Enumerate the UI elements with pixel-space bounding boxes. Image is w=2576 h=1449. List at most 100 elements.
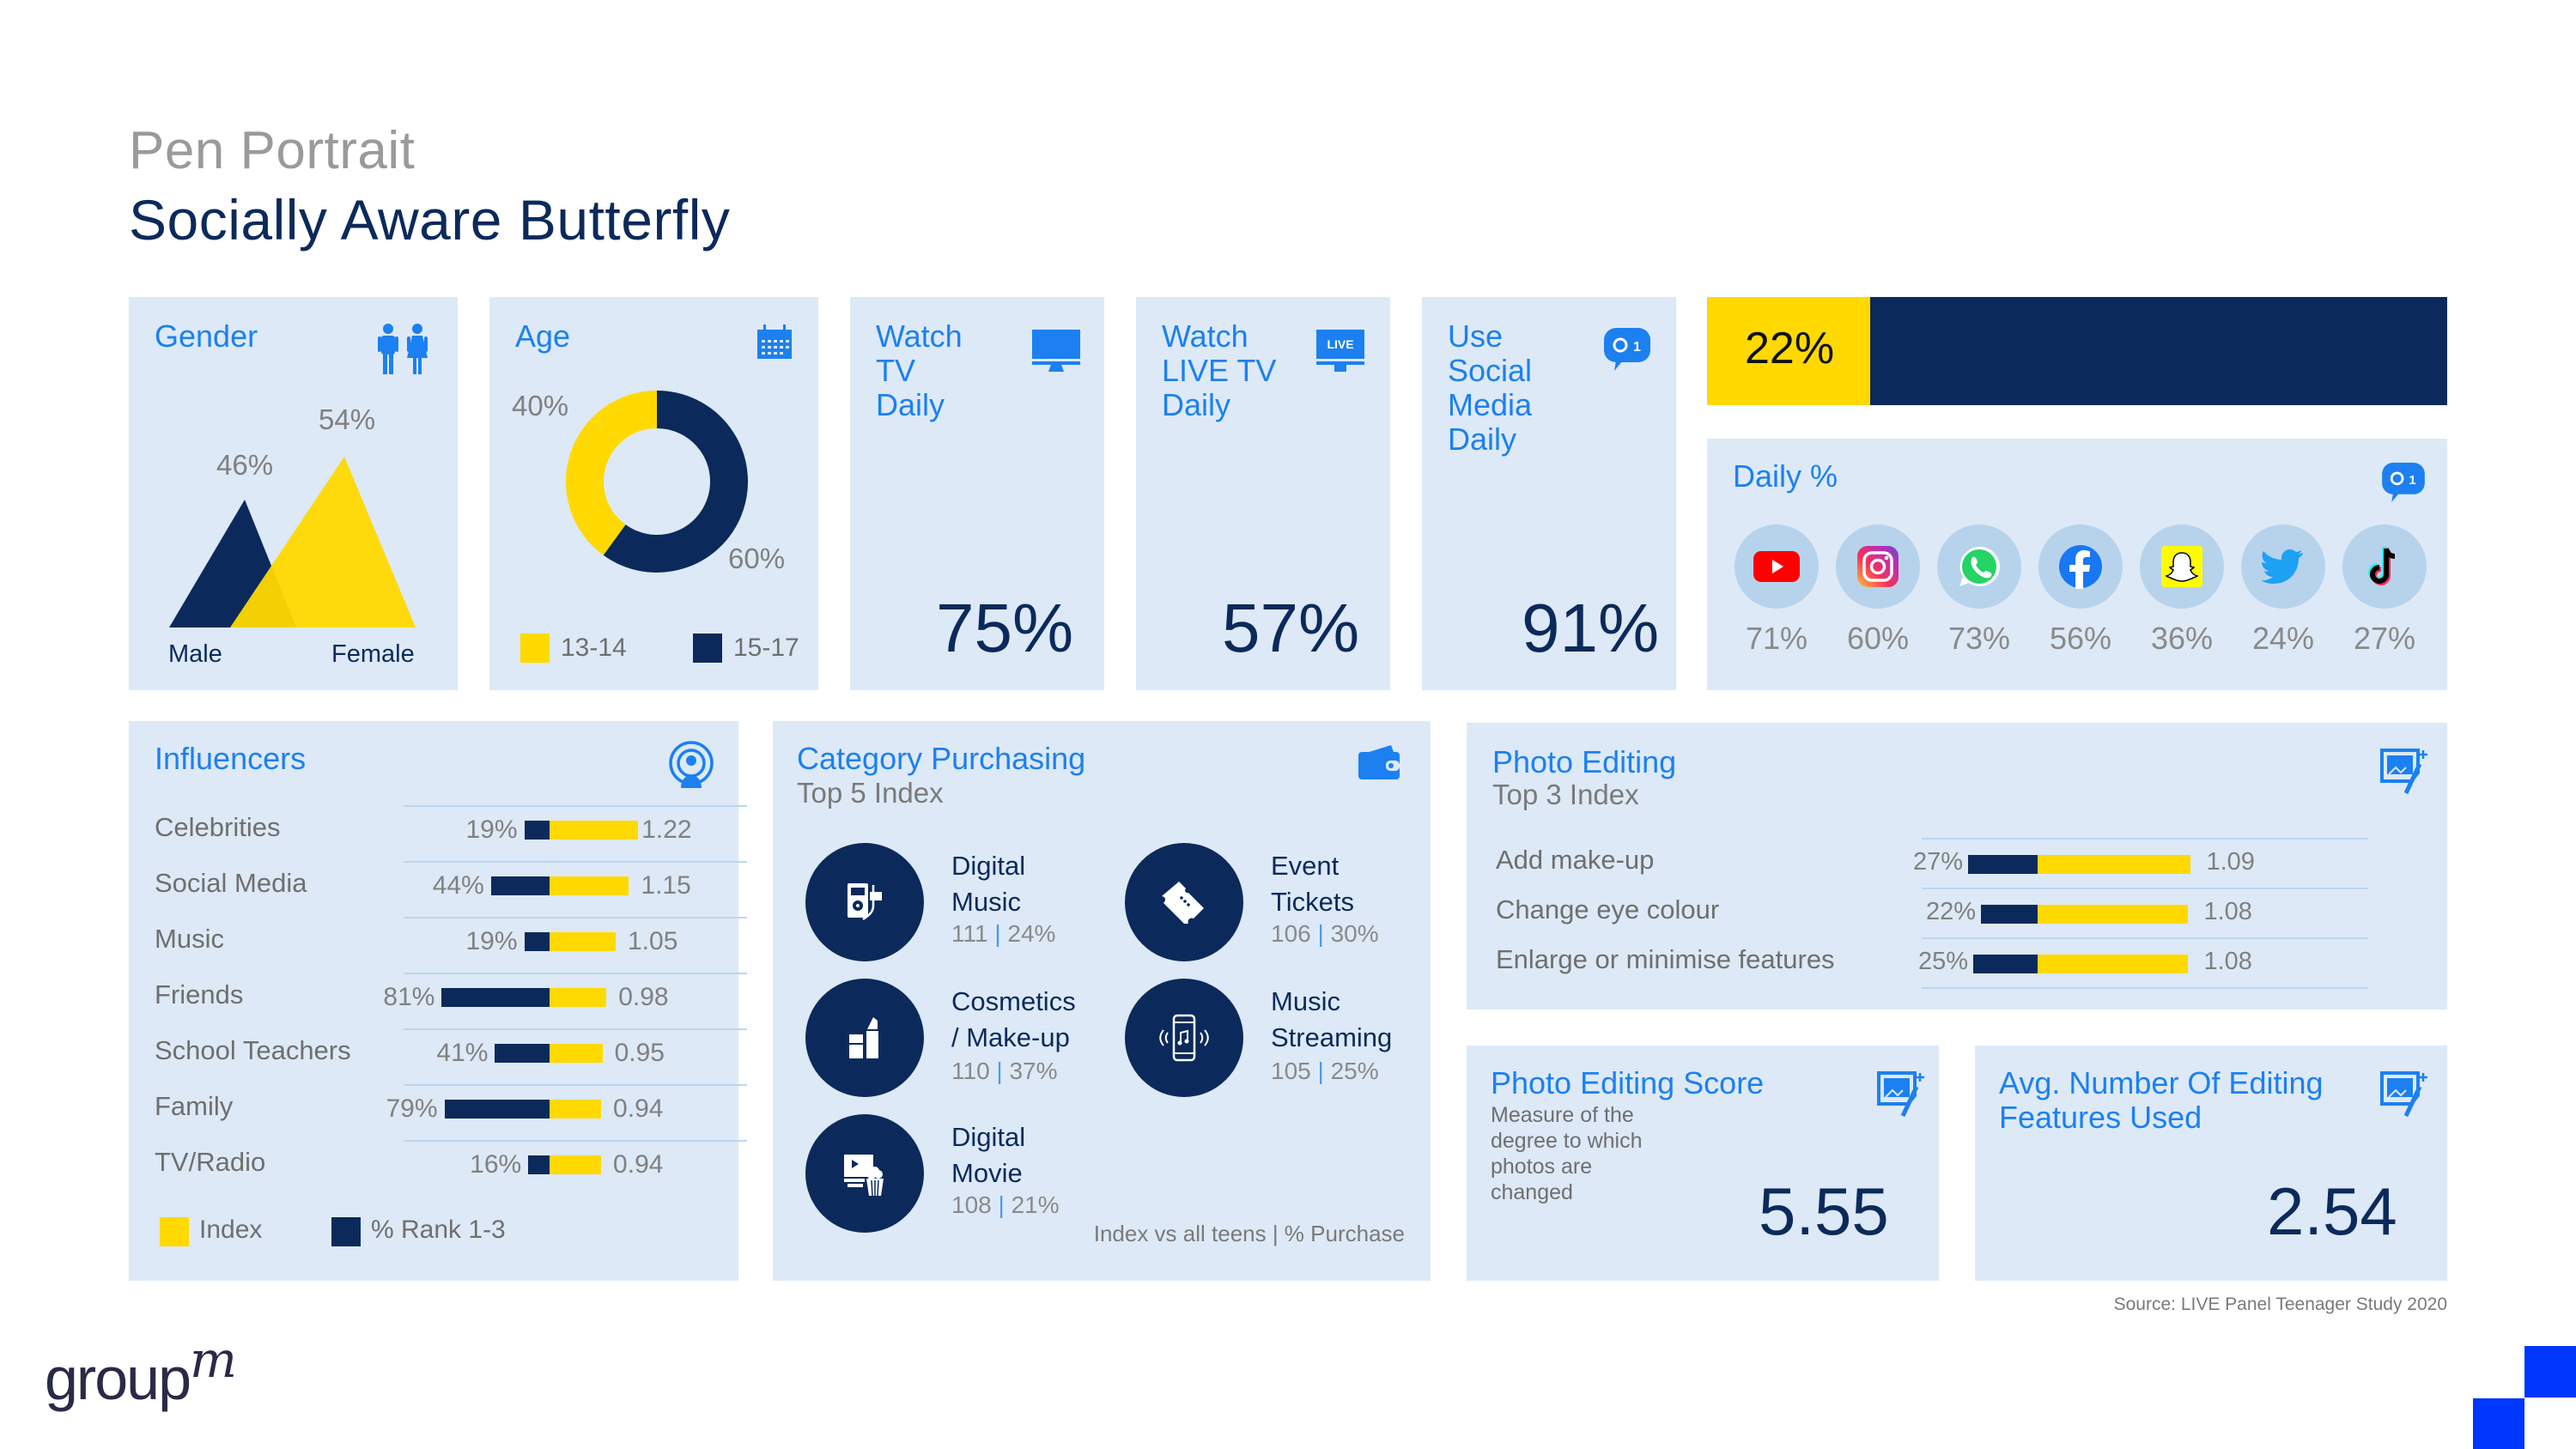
card-title: Photo Editing Score [1491,1065,1765,1100]
card-subtitle: Top 5 Index [797,777,944,809]
svg-text:1: 1 [2409,474,2415,488]
category-icon-event-tickets [1125,843,1243,961]
rank-bar [441,988,550,1007]
platform-pct: 24% [2251,621,2315,656]
photo-editing-chart: Add make-up 27% 1.09 Change eye colour 22… [1467,838,2447,992]
row-label: Family [155,1091,234,1121]
platform-pct: 27% [2353,621,2416,656]
progress-banner-fill [1707,297,1870,405]
index-bar [550,988,607,1007]
category-name: Music Streaming [1271,986,1393,1052]
broadcast-icon [669,741,714,788]
rank-pct: 19% [465,927,518,955]
platform-youtube [1735,524,1819,609]
category-name: Digital Movie [951,1122,1026,1188]
calendar-icon [757,324,792,359]
row-label: Friends [155,979,244,1009]
category-icon-cosmetics [805,979,924,1097]
platform-facebook [2038,524,2123,609]
card-title: Influencers [155,741,307,776]
rank-pct: 79% [386,1094,438,1123]
wallet-icon [1358,745,1400,779]
female-triangle [230,457,416,627]
row-label: Add make-up [1496,845,1655,875]
movie-popcorn-icon [844,1155,884,1197]
rank-bar [1973,955,2038,973]
source-note: Source: LIVE Panel Teenager Study 2020 [2113,1294,2447,1314]
rank-bar [1981,905,2038,924]
table-row: TV/Radio 16% 0.94 [129,1140,747,1195]
index-bar [550,1044,603,1063]
index-bar [2038,905,2189,924]
daily-pct-card: Daily % 1 71% 60% 73% [1707,439,2447,690]
row-divider [404,917,747,919]
social-media-value: 91% [1522,590,1660,666]
row-divider [404,1140,747,1142]
watch-live-tv-value: 57% [1222,590,1360,666]
male-label: Male [168,640,222,668]
page-kicker: Pen Portrait [129,121,416,180]
index-bar [550,876,629,895]
progress-banner-label: 22% [1745,324,1835,373]
row-divider [1922,937,2368,939]
svg-text:1: 1 [1633,340,1641,355]
rank-bar [444,1100,550,1119]
photo-edit-icon [2380,1071,2427,1118]
people-icon [378,324,428,374]
watch-tv-value: 75% [936,590,1074,666]
social-media-card: Use Social Media Daily 1 91% [1422,297,1676,690]
card-title: Watch TV Daily [876,318,963,422]
category-values: 111 | 24% [951,920,1056,947]
legend-swatch-13-14 [520,634,550,663]
ticket-icon [1162,882,1204,924]
card-title: Gender [155,318,258,354]
index-bar [2038,955,2189,973]
platform-tiktok [2342,524,2427,609]
rank-bar [528,1155,550,1174]
whatsapp-icon [1959,546,2000,586]
category-icon-digital-music [805,843,924,961]
rank-pct: 44% [432,871,484,900]
snapchat-icon [2161,546,2202,587]
row-label: School Teachers [155,1035,351,1065]
avg-editing-features-card: Avg. Number Of Editing Features Used 2.5… [1975,1046,2447,1281]
index-value: 1.22 [641,815,692,844]
table-row: Change eye colour 22% 1.08 [1467,888,2447,937]
photo-editing-score-card: Photo Editing Score Measure of the degre… [1467,1046,1939,1281]
category-name: Digital Music [951,851,1026,917]
index-value: 0.94 [613,1094,664,1123]
category-icon-music-streaming [1125,979,1243,1097]
row-divider [404,805,747,807]
donut-segment-15-17 [603,391,748,573]
platform-pct: 36% [2150,621,2214,656]
rank-pct: 81% [383,983,435,1011]
rank-pct: 27% [1912,848,1963,876]
table-row: Music 19% 1.05 [129,917,747,972]
card-subtitle: Top 3 Index [1492,779,1639,810]
category-icon-digital-movie [805,1114,924,1233]
category-name: Event Tickets [1271,851,1355,917]
rank-pct: 25% [1917,948,1968,975]
table-row: Social Media 44% 1.15 [129,861,747,916]
legend-swatch-15-17 [693,634,722,663]
live-tv-icon: LIVE [1316,330,1364,374]
tiktok-icon [2368,547,2396,585]
category-values: 108 | 21% [951,1191,1060,1218]
row-divider [404,973,747,974]
row-label: Celebrities [155,812,281,842]
legend-swatch-rank [331,1217,361,1246]
platform-snapchat [2140,524,2224,609]
twitter-icon [2262,549,2303,584]
index-value: 0.94 [613,1150,664,1179]
legend-label-15-17: 15-17 [733,634,799,662]
chat-bubble-icon: 1 [2382,463,2425,502]
female-label: Female [331,640,415,668]
music-player-icon [848,883,882,921]
youtube-icon [1753,551,1800,582]
index-bar [550,821,639,840]
row-label: Social Media [155,868,307,898]
row-divider [404,861,747,863]
rank-bar [490,876,550,895]
platform-pct: 73% [1947,621,2011,656]
instagram-icon [1857,546,1899,587]
